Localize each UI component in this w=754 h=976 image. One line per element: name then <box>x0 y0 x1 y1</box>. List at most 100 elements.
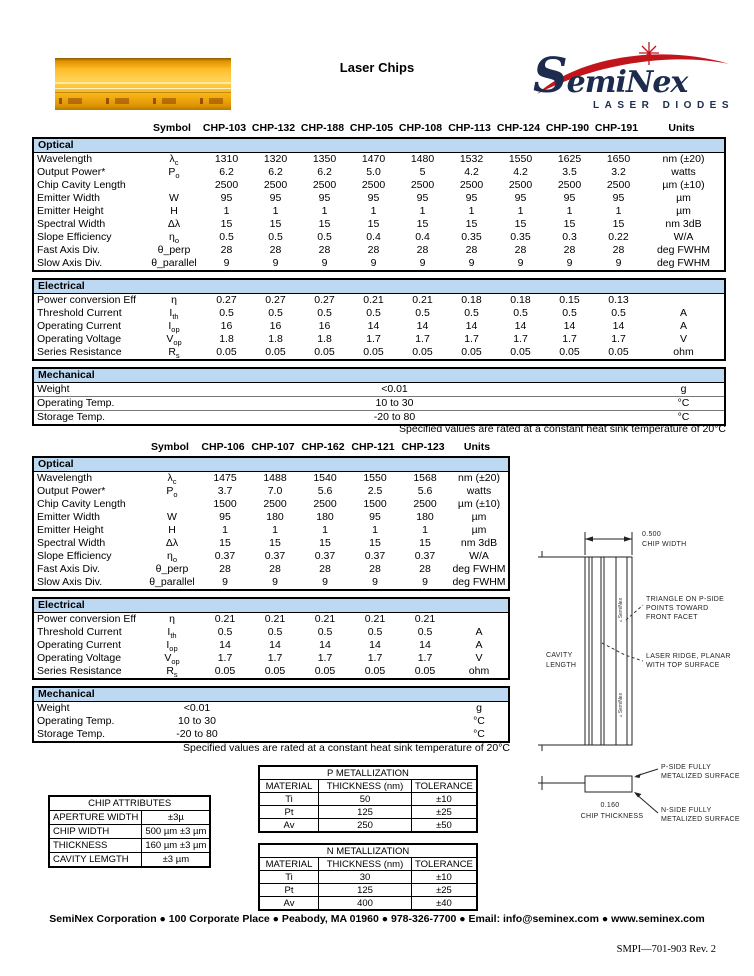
table-row: Ti 30 ±10 <box>258 870 478 884</box>
table-row: Operating Current Iop 14 14 14 14 14 A <box>34 639 508 653</box>
table-row: Pt 125 ±25 <box>258 805 478 819</box>
units-label: µm <box>676 192 691 204</box>
column-header: CHP-191 <box>594 122 639 134</box>
value: 180 <box>416 511 434 523</box>
document-reference: SMPI—701-903 Rev. 2 <box>616 944 716 955</box>
value: 0.05 <box>510 346 531 358</box>
value: 95 <box>369 511 381 523</box>
value: 0.4 <box>366 231 381 243</box>
value: 1 <box>419 205 426 217</box>
symbol: θ_perp <box>157 244 191 256</box>
value: 2500 <box>361 179 386 191</box>
value: 95 <box>612 192 625 204</box>
value: 0.05 <box>314 346 335 358</box>
value: 0.5 <box>611 307 626 319</box>
table-row: Slope Efficiency ηo 0.37 0.37 0.37 0.37 0.37 W/… <box>34 550 508 564</box>
value: 3.2 <box>611 166 626 178</box>
mini-table-title: P METALLIZATION <box>258 765 478 780</box>
units-label: nm (±20) <box>458 472 500 484</box>
value: 0.5 <box>267 626 283 638</box>
value: 14 <box>369 639 381 651</box>
value: 1 <box>372 524 378 536</box>
table-row: Fast Axis Div. θ_perp 28 28 28 28 28 deg FWHM <box>34 563 508 576</box>
value: <0.01 <box>381 383 408 395</box>
mini-cell: ±25 <box>410 883 478 897</box>
symbol: Ith <box>169 307 179 322</box>
section-mechanical: Mechanical Weight <0.01 g Operating Temp. 10 … <box>32 686 510 743</box>
mini-cell: 125 <box>318 883 412 897</box>
value: 1.7 <box>513 333 528 345</box>
mini-cell: Ti <box>258 870 319 884</box>
value: 180 <box>316 511 334 523</box>
value: 6.2 <box>317 166 332 178</box>
value: 14 <box>416 320 429 332</box>
symbol: θ_parallel <box>149 576 195 588</box>
value: 0.5 <box>217 626 233 638</box>
value: 0.4 <box>415 231 430 243</box>
column-header: Symbol <box>153 122 191 134</box>
value: 28 <box>219 563 231 575</box>
symbol: θ_parallel <box>151 257 197 269</box>
nside-note: N-SIDE FULLY <box>661 807 712 814</box>
value: 15 <box>369 537 381 549</box>
table-row: Spectral Width Δλ 15 15 15 15 15 15 15 15 15 nm 3dB <box>34 218 724 231</box>
value: 28 <box>367 244 380 256</box>
units-label: °C <box>677 397 690 409</box>
table-row: Operating Voltage Vop 1.7 1.7 1.7 1.7 1.7 V <box>34 652 508 666</box>
value: 0.18 <box>510 294 531 306</box>
value: 9 <box>419 257 426 269</box>
value: 1 <box>615 205 622 217</box>
value: 1.7 <box>562 333 577 345</box>
value: 1480 <box>410 153 435 165</box>
value: 2500 <box>459 179 484 191</box>
table-row: Chip Cavity Length 2500 2500 2500 2500 2500 25… <box>34 179 724 192</box>
table-row: Output Power* Po 6.2 6.2 6.2 5.0 5 4.2 4.2 3.5 3.2… <box>34 166 724 180</box>
table-row: Weight <0.01 g <box>34 702 508 715</box>
symbol: Δλ <box>167 218 181 230</box>
symbol: W <box>169 192 179 204</box>
symbol: Po <box>166 485 178 500</box>
param-label: Operating Current <box>37 639 122 651</box>
n-metallization-table: N METALLIZATION MATERIAL THICKNESS (nm) TOL… <box>258 843 478 911</box>
value: 2500 <box>410 179 435 191</box>
logo-swoosh-graphic <box>537 42 729 94</box>
photo-highlight-stripe <box>55 88 231 89</box>
column-header: Units <box>463 441 491 453</box>
value: 1.7 <box>415 333 430 345</box>
value: 14 <box>465 320 478 332</box>
value: 180 <box>266 511 284 523</box>
units-label: nm 3dB <box>665 218 702 230</box>
value: 9 <box>468 257 475 269</box>
value: 9 <box>222 576 228 588</box>
param-label: Slope Efficiency <box>37 550 112 562</box>
param-label: Slope Efficiency <box>37 231 112 243</box>
chip-marking-text: ▵ SemiNex <box>618 692 624 717</box>
value: 5 <box>419 166 426 178</box>
value: 5.0 <box>366 166 381 178</box>
value: 1540 <box>313 472 337 484</box>
table-row: Fast Axis Div. θ_perp 28 28 28 28 28 28 28 28 28 de… <box>34 244 724 257</box>
page-title: Laser Chips <box>339 60 415 75</box>
value: 6.2 <box>219 166 234 178</box>
ridge-note: LASER RIDGE, PLANAR <box>646 653 731 660</box>
mini-cell: ±10 <box>410 870 478 884</box>
triangle-note: TRIANGLE ON P-SIDE <box>646 596 724 603</box>
value: 14 <box>319 639 331 651</box>
value: 1 <box>322 524 328 536</box>
value: 1532 <box>459 153 484 165</box>
units-label: nm 3dB <box>460 537 498 549</box>
value: 95 <box>318 192 331 204</box>
symbol: W <box>167 511 177 523</box>
value: 0.13 <box>608 294 629 306</box>
value: 28 <box>269 563 281 575</box>
table-row: Slow Axis Div. θ_parallel 9 9 9 9 9 9 9 9 9 deg FWH… <box>34 257 724 270</box>
param-label: Storage Temp. <box>37 728 106 740</box>
value: 1500 <box>363 498 387 510</box>
column-header: CHP-107 <box>251 441 295 453</box>
section-header: Mechanical <box>34 688 508 702</box>
param-label: Storage Temp. <box>37 411 106 423</box>
value: 15 <box>465 218 478 230</box>
value: 1320 <box>263 153 288 165</box>
units-label: A <box>475 626 483 638</box>
table-row: Ti 50 ±10 <box>258 792 478 806</box>
